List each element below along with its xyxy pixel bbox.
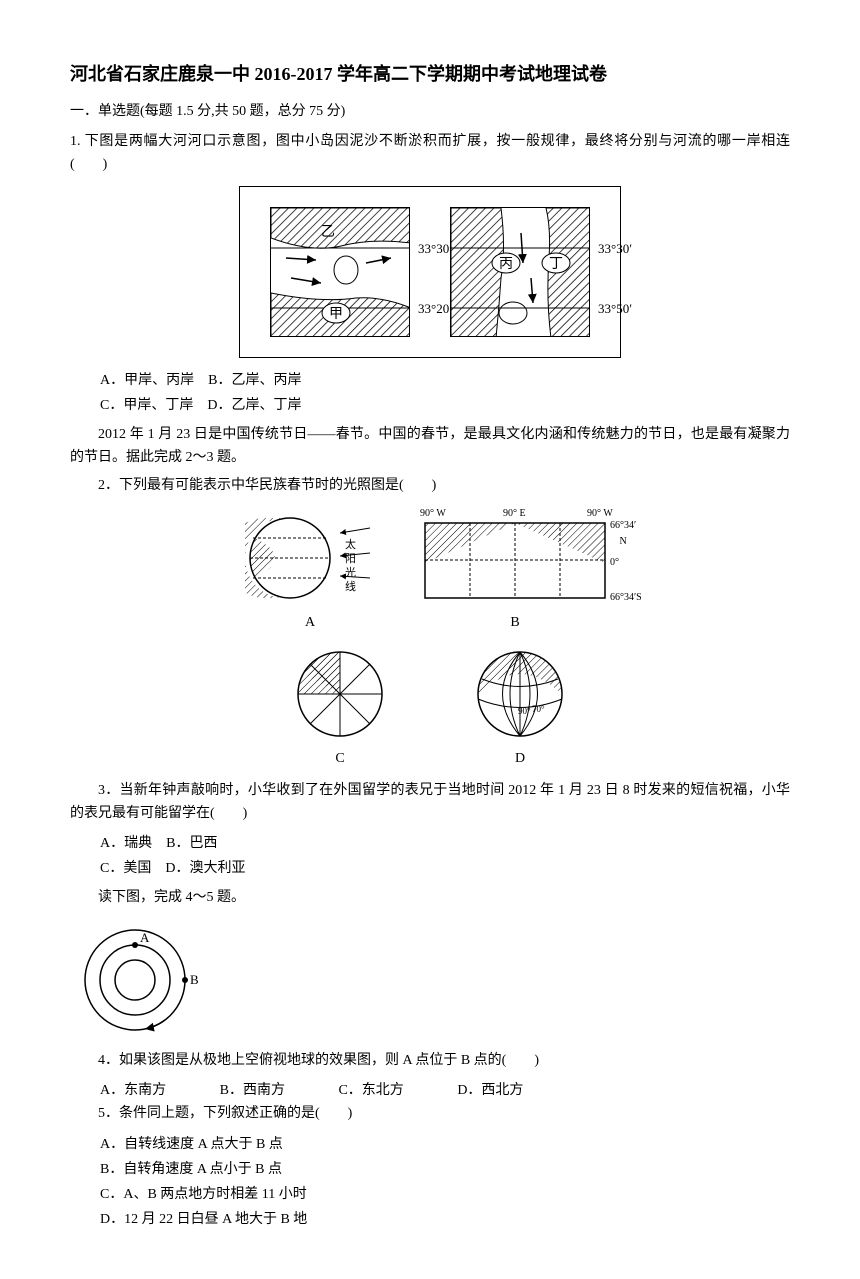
- q5-opt-b: B．自转角速度 A 点小于 B 点: [100, 1162, 282, 1177]
- q1-options: A．甲岸、丙岸 B．乙岸、丙岸 C．甲岸、丁岸 D．乙岸、丁岸: [70, 368, 790, 418]
- q1-opt-b: B．乙岸、丙岸: [208, 373, 301, 388]
- q5-options: A．自转线速度 A 点大于 B 点 B．自转角速度 A 点小于 B 点 C．A、…: [70, 1132, 790, 1233]
- lat-n: 66°34′ N: [610, 518, 636, 550]
- q4-opt-d: D．西北方: [457, 1078, 523, 1103]
- sun-label-4: 线: [345, 579, 356, 593]
- q4-opt-b: B．西南方: [220, 1078, 285, 1103]
- sun-label-1: 太: [345, 538, 356, 551]
- q4-options: A．东南方 B．西南方 C．东北方 D．西北方: [70, 1078, 790, 1103]
- q4-opt-c: C．东北方: [338, 1078, 403, 1103]
- diagram-b-label: B: [415, 612, 615, 634]
- lat-s: 66°34′S: [610, 590, 642, 606]
- point-b-label: B: [190, 972, 199, 987]
- lon-90e: 90° E: [503, 506, 526, 522]
- section-header: 一．单选题(每题 1.5 分,共 50 题，总分 75 分): [70, 101, 790, 123]
- question-4-text: 4．如果该图是从极地上空俯视地球的效果图，则 A 点位于 B 点的( ): [70, 1050, 790, 1072]
- question-5-text: 5．条件同上题，下列叙述正确的是( ): [70, 1103, 790, 1125]
- lon-90w-1: 90° W: [420, 506, 446, 522]
- lat-0: 0°: [610, 555, 619, 571]
- point-a-label: A: [140, 930, 150, 945]
- diagram-c-label: C: [290, 748, 390, 770]
- lat-label-2-2: 33°50′: [598, 299, 632, 320]
- q1-opt-c: C．甲岸、丁岸: [100, 398, 193, 413]
- q1-opt-d: D．乙岸、丁岸: [207, 398, 301, 413]
- figure-q4: A B: [70, 920, 790, 1040]
- question-1-text: 1. 下图是两幅大河河口示意图，图中小岛因泥沙不断淤积而扩展，按一般规律，最终将…: [70, 131, 790, 176]
- diagram-a-label: A: [245, 612, 375, 634]
- angle-70: 70°: [532, 704, 545, 714]
- q5-opt-a: A．自转线速度 A 点大于 B 点: [100, 1137, 283, 1152]
- context-q2-3: 2012 年 1 月 23 日是中国传统节日——春节。中国的春节，是最具文化内涵…: [70, 424, 790, 469]
- label-yi: 乙: [321, 224, 335, 240]
- q3-opt-c: C．美国: [100, 861, 151, 876]
- question-2-text: 2．下列最有可能表示中华民族春节时的光照图是( ): [70, 475, 790, 497]
- q3-opt-d: D．澳大利亚: [165, 861, 245, 876]
- q3-opt-a: A．瑞典: [100, 836, 152, 851]
- lat-label-1-1: 33°30′: [418, 239, 452, 260]
- q3-options: A．瑞典 B．巴西 C．美国 D．澳大利亚: [70, 831, 790, 881]
- context-q4-5: 读下图，完成 4～5 题。: [70, 887, 790, 909]
- lon-90w-2: 90° W: [587, 506, 613, 522]
- sun-label-2: 阳: [345, 552, 356, 565]
- label-bing: 丙: [499, 257, 513, 272]
- figure-q1: 乙 甲 甲 33°30′ 33°20′: [70, 186, 790, 358]
- q4-opt-a: A．东南方: [100, 1078, 166, 1103]
- angle-90: 90°: [518, 706, 531, 716]
- question-3-text: 3．当新年钟声敲响时，小华收到了在外国留学的表兄于当地时间 2012 年 1 月…: [70, 780, 790, 825]
- q3-opt-b: B．巴西: [166, 836, 217, 851]
- q1-opt-a: A．甲岸、丙岸: [100, 373, 194, 388]
- diagram-d-label: D: [470, 748, 570, 770]
- lat-label-1-2: 33°20′: [418, 299, 452, 320]
- label-jia-2: 甲: [329, 307, 343, 322]
- sun-label-3: 光: [345, 565, 356, 579]
- q5-opt-c: C．A、B 两点地方时相差 11 小时: [100, 1187, 307, 1202]
- page-title: 河北省石家庄鹿泉一中 2016-2017 学年高二下学期期中考试地理试卷: [70, 60, 790, 89]
- lat-label-2-1: 33°30′: [598, 239, 632, 260]
- q5-opt-d: D．12 月 22 日白昼 A 地大于 B 地: [100, 1212, 307, 1227]
- label-ding: 丁: [549, 257, 563, 272]
- figure-q2: 太 阳 光 线 A 90° W: [70, 508, 790, 771]
